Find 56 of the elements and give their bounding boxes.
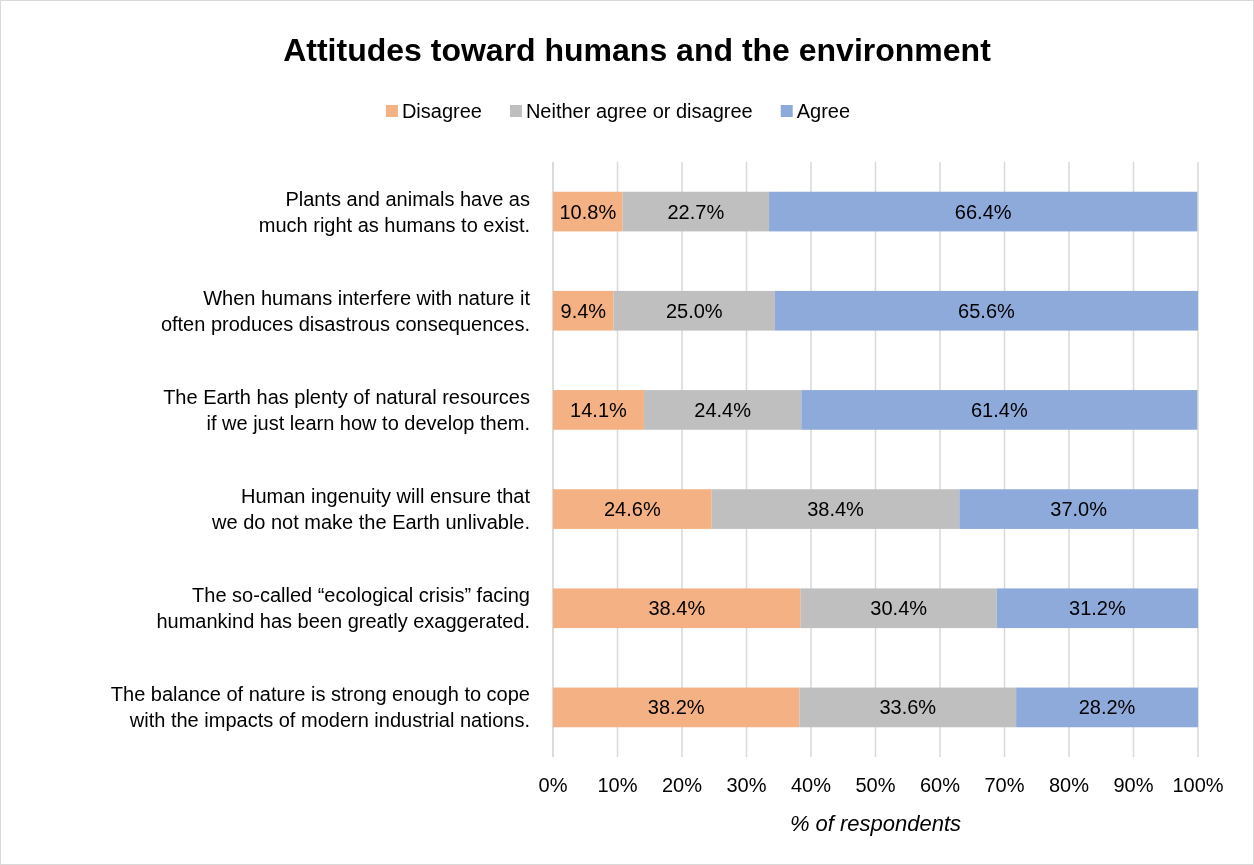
data-label: 31.2% [1069,597,1126,620]
data-label: 65.6% [958,299,1016,322]
legend-label: Disagree [401,100,482,122]
y-tick-label: Plants and animals have as much right as humans to exist. [258,187,530,236]
data-label: 25.0% [665,299,723,322]
y-tick-label: Human ingenuity will ensure that we do not make the Earth unlivable. [211,485,531,534]
y-tick-label: The so-called “ecological crisis” facing humankind has been greatly exaggerated. [156,584,530,633]
data-label: 38.4% [648,597,706,620]
data-label: 22.7% [667,200,725,223]
legend-label: Agree [796,100,851,122]
x-tick-label: 40% [790,774,832,796]
data-label: 9.4% [560,299,607,322]
data-label: 61.4% [970,398,1028,421]
data-label: 66.4% [954,200,1012,223]
legend-label: Neither agree or disagree [525,100,753,122]
data-label: 28.2% [1078,696,1136,719]
x-tick-label: 50% [855,774,896,796]
data-label: 30.4% [870,597,928,620]
data-label: 38.2% [647,696,705,719]
x-tick-label: 20% [661,774,703,796]
bar [711,489,960,529]
chart-title: Attitudes toward humans and the environment [283,32,992,69]
x-tick-label: 100% [1172,774,1224,796]
data-label: 38.4% [807,498,865,521]
bar [1016,687,1198,728]
bar [774,290,1198,331]
x-tick-label: 70% [984,774,1025,796]
x-axis-title: % of respondents [789,810,962,836]
y-tick-label: The Earth has plenty of natural resources if we just learn how to develop them. [163,385,530,434]
x-tick-label: 90% [1113,774,1154,796]
bar [801,390,1198,430]
data-label: 24.6% [603,498,661,521]
bar [553,489,712,529]
data-label: 33.6% [879,696,937,719]
x-tick-label: 30% [726,774,767,796]
y-tick-label: When humans interfere with nature it often produces disastrous consequences. [160,286,531,335]
bar [996,588,1198,629]
data-label: 24.4% [694,398,752,421]
bar [959,489,1198,529]
bar [622,191,770,232]
x-tick-label: 60% [919,774,961,796]
data-label: 10.8% [559,200,617,223]
bar [769,191,1198,232]
x-tick-label: 80% [1048,774,1090,796]
bar [800,588,997,629]
bar [553,687,800,728]
bar [613,290,775,331]
x-tick-label: 10% [597,774,638,796]
x-tick-label: 0% [538,774,568,796]
y-tick-label: The balance of nature is strong enough to cope with the impacts of modern industrial nations. [110,683,530,732]
bar [553,588,801,629]
bar [799,687,1017,728]
bar [553,390,644,430]
data-label: 14.1% [570,398,628,421]
data-label: 37.0% [1050,498,1108,521]
bar [643,390,802,430]
